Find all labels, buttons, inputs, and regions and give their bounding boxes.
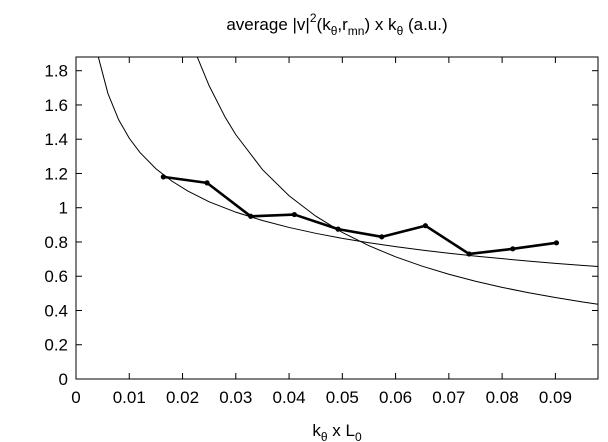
text-part: ,r: [337, 15, 348, 34]
plot-frame: [75, 56, 599, 380]
text-part: 0: [355, 430, 362, 442]
data-point: [160, 174, 166, 180]
x-tick-label: 0: [71, 388, 80, 407]
data-point: [466, 251, 472, 257]
x-tick-label: 0.07: [432, 388, 465, 407]
data-point: [379, 234, 385, 240]
y-tick-label: 0.4: [44, 301, 68, 320]
x-tick-label: 0.06: [379, 388, 412, 407]
y-tick-label: 0.2: [44, 336, 68, 355]
text-part: θ: [331, 24, 338, 38]
text-part: x L: [328, 421, 355, 440]
y-tick-label: 0.8: [44, 233, 68, 252]
tick-labels: 0 0.01 0.02 0.03 0.04 0.05 0.06 0.07 0.08 0.09 0 0.…: [44, 62, 572, 407]
data-point: [248, 213, 254, 219]
text-part: (k: [317, 15, 332, 34]
data-series: [160, 174, 560, 257]
data-point: [510, 246, 516, 252]
fit-curve-2: [196, 57, 599, 305]
x-tick-label: 0.02: [166, 388, 199, 407]
x-tick-label: 0.04: [273, 388, 306, 407]
text-part: 2: [310, 11, 317, 25]
x-axis-label: kθ x L0: [312, 421, 362, 442]
x-tick-label: 0.05: [326, 388, 359, 407]
x-tick-label: 0.03: [219, 388, 252, 407]
data-point: [204, 180, 210, 186]
data-point: [422, 223, 429, 229]
y-tick-label: 1.4: [44, 130, 68, 149]
text-part: θ: [397, 24, 404, 38]
text-part: mn: [348, 24, 365, 38]
text-part: (a.u.): [403, 15, 447, 34]
text-part: θ: [321, 430, 328, 442]
text-part: ) x k: [364, 15, 397, 34]
text-part: k: [312, 421, 321, 440]
fit-curves: [97, 57, 599, 305]
x-tick-label: 0.01: [113, 388, 146, 407]
y-tick-label: 1.6: [44, 96, 68, 115]
fit-curve-1: [97, 57, 599, 268]
data-point: [291, 211, 297, 218]
y-tick-label: 1.2: [44, 164, 68, 183]
axis-ticks: [75, 57, 598, 380]
y-tick-label: 1: [59, 199, 68, 218]
y-tick-label: 1.8: [44, 62, 68, 81]
x-tick-label: 0.08: [486, 388, 519, 407]
data-point: [553, 240, 560, 246]
y-tick-label: 0: [59, 370, 68, 389]
text-part: average |v|: [226, 15, 310, 34]
series-line: [163, 175, 557, 256]
y-tick-label: 0.6: [44, 267, 68, 286]
x-tick-label: 0.09: [539, 388, 572, 407]
chart-title: average |v|2(kθ,rmn) x kθ (a.u.): [226, 11, 447, 38]
data-point: [335, 226, 341, 232]
plot-background: [75, 56, 599, 380]
